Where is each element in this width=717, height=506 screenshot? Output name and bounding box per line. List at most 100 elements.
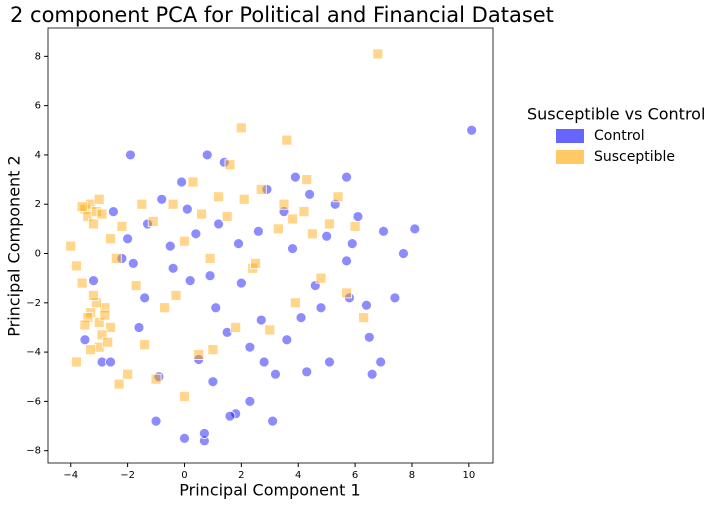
point: [196, 208, 207, 220]
point: [116, 220, 128, 232]
point: [324, 218, 335, 230]
point: [324, 356, 335, 368]
point: [179, 432, 190, 444]
point: [79, 319, 91, 331]
point: [224, 159, 236, 171]
point: [164, 240, 176, 252]
point: [341, 171, 352, 183]
point: [88, 218, 99, 230]
point: [250, 257, 261, 269]
point: [352, 211, 364, 222]
legend-title: Susceptible vs Control: [527, 105, 705, 124]
point: [150, 415, 162, 427]
point: [170, 290, 182, 301]
point: [179, 391, 190, 402]
point: [235, 122, 247, 134]
point: [341, 255, 352, 267]
y-tick-label: 4: [35, 150, 41, 161]
point: [96, 329, 108, 341]
point: [261, 184, 273, 195]
point: [159, 302, 170, 314]
point: [88, 275, 99, 287]
point: [204, 253, 216, 264]
point: [244, 395, 256, 407]
point: [213, 191, 225, 203]
point: [287, 213, 298, 225]
point: [270, 368, 281, 380]
x-tick-label: 0: [181, 470, 187, 481]
point: [366, 368, 378, 380]
point: [238, 193, 250, 205]
point: [281, 134, 293, 146]
point: [224, 410, 236, 422]
point: [341, 287, 352, 299]
point: [298, 206, 310, 218]
point: [156, 193, 168, 205]
point: [133, 322, 145, 333]
point: [93, 317, 105, 328]
point: [176, 176, 188, 188]
point: [301, 366, 313, 378]
point: [258, 356, 270, 368]
point: [207, 376, 219, 388]
point: [198, 435, 210, 447]
point: [122, 233, 134, 245]
y-tick-label: 0: [35, 249, 41, 260]
y-tick-label: 2: [35, 199, 41, 210]
plot-frame: [47, 27, 494, 464]
point: [187, 176, 199, 188]
point: [255, 184, 267, 195]
point: [90, 297, 102, 309]
point: [358, 312, 370, 323]
point: [181, 203, 193, 215]
point: [122, 368, 134, 380]
point: [96, 208, 108, 220]
point: [105, 322, 116, 333]
point: [82, 312, 94, 323]
point: [398, 248, 409, 259]
point: [372, 48, 384, 60]
point: [136, 198, 148, 210]
point: [253, 225, 264, 237]
point: [289, 297, 301, 309]
point: [375, 356, 387, 368]
point: [349, 220, 361, 232]
point: [167, 262, 179, 274]
point: [307, 228, 318, 240]
y-tick-label: −2: [26, 298, 41, 309]
point: [190, 228, 202, 240]
point: [88, 290, 99, 301]
point: [287, 243, 298, 254]
series: [65, 48, 384, 402]
x-tick-label: 2: [238, 470, 244, 481]
point: [65, 240, 77, 252]
point: [233, 238, 244, 250]
point: [71, 356, 82, 368]
point: [267, 415, 279, 427]
y-tick-label: −6: [26, 396, 41, 407]
legend-swatch: [556, 150, 584, 164]
point: [113, 378, 125, 390]
point: [105, 356, 116, 368]
point: [125, 149, 136, 161]
point: [363, 331, 375, 343]
point: [378, 225, 389, 237]
x-tick-label: 4: [295, 470, 301, 481]
x-tick-label: 6: [352, 470, 358, 481]
point: [361, 299, 372, 311]
point: [116, 253, 128, 264]
point: [110, 253, 122, 264]
point: [184, 275, 196, 287]
legend-swatch: [556, 129, 584, 143]
point: [235, 277, 247, 289]
chart-title: 2 component PCA for Political and Financ…: [10, 3, 554, 27]
point: [221, 211, 233, 222]
y-tick-label: 8: [35, 51, 41, 62]
series: [79, 124, 478, 447]
y-tick-label: 6: [35, 101, 41, 112]
point: [304, 188, 315, 200]
point: [204, 270, 216, 282]
x-tick-label: −2: [120, 470, 135, 481]
point: [71, 260, 82, 272]
